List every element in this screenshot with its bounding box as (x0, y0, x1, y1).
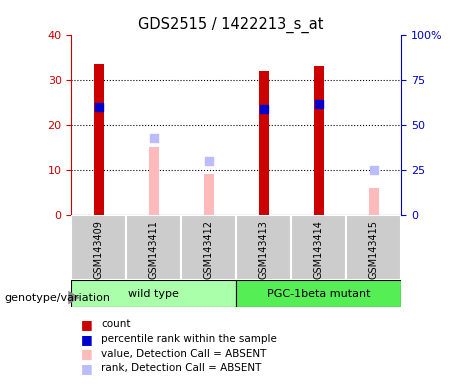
Polygon shape (68, 291, 80, 305)
Bar (369, 188, 378, 215)
Point (260, 106, 267, 112)
Bar (71, 280, 236, 307)
Text: count: count (101, 319, 131, 329)
Text: percentile rank within the sample: percentile rank within the sample (101, 334, 278, 344)
Text: GSM143413: GSM143413 (259, 220, 269, 279)
Bar (236, 215, 291, 280)
Bar (291, 215, 346, 280)
Text: wild type: wild type (129, 289, 179, 299)
Point (95, 104, 103, 110)
Text: rank, Detection Call = ABSENT: rank, Detection Call = ABSENT (101, 363, 262, 373)
Text: GSM143411: GSM143411 (149, 220, 159, 279)
Text: ■: ■ (81, 362, 92, 375)
Text: GSM143412: GSM143412 (204, 220, 214, 279)
Bar (181, 215, 236, 280)
Bar (346, 215, 401, 280)
Text: GDS2515 / 1422213_s_at: GDS2515 / 1422213_s_at (138, 17, 323, 33)
Point (315, 101, 322, 108)
Bar (236, 280, 401, 307)
Text: GSM143415: GSM143415 (369, 220, 378, 279)
Bar (259, 71, 269, 215)
Bar (314, 66, 324, 215)
Text: PGC-1beta mutant: PGC-1beta mutant (267, 289, 371, 299)
Bar (94, 64, 104, 215)
Text: GSM143409: GSM143409 (94, 220, 104, 279)
Point (205, 158, 213, 164)
Text: ■: ■ (81, 318, 92, 331)
Bar (126, 215, 181, 280)
Bar (149, 147, 159, 215)
Text: value, Detection Call = ABSENT: value, Detection Call = ABSENT (101, 349, 267, 359)
Bar (71, 215, 126, 280)
Text: ■: ■ (81, 333, 92, 346)
Text: ■: ■ (81, 347, 92, 360)
Text: GSM143414: GSM143414 (313, 220, 324, 279)
Point (150, 135, 158, 141)
Text: genotype/variation: genotype/variation (5, 293, 111, 303)
Point (370, 167, 377, 173)
Bar (204, 174, 214, 215)
